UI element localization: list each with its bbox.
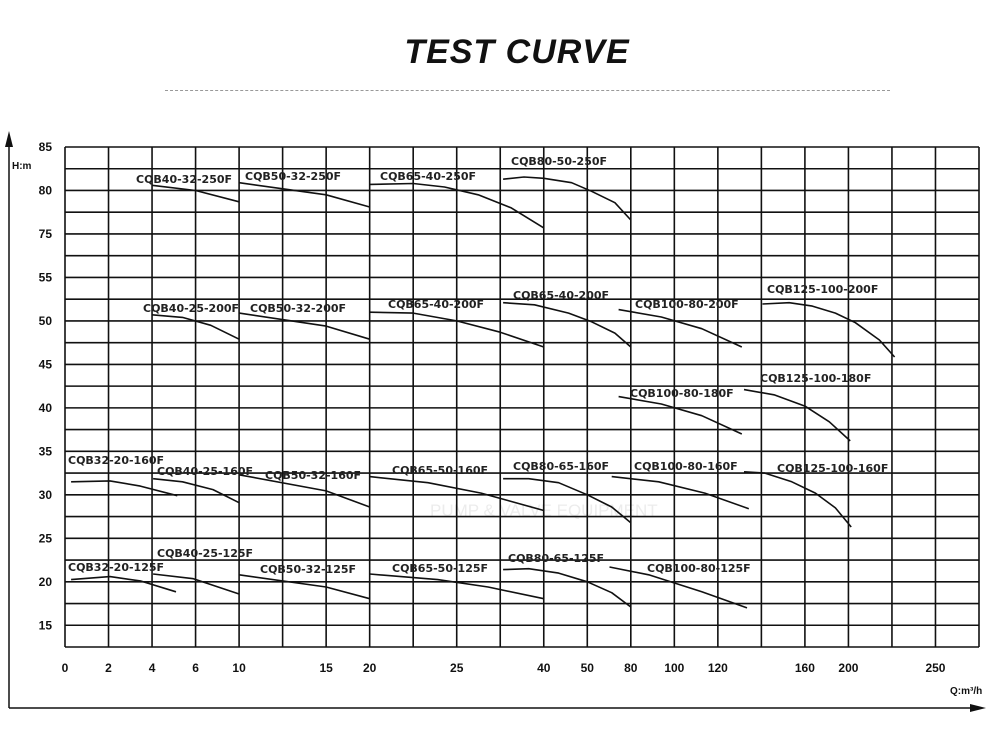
y-tick-label: 35 [39, 444, 53, 458]
x-tick-label: 2 [105, 661, 112, 675]
curve-cqb125-100-160f [743, 471, 852, 528]
y-tick-label: 75 [39, 227, 53, 241]
curve-label: CQB65-40-200F [513, 289, 609, 302]
curve-cqb50-32-160f [238, 474, 370, 508]
x-tick-label: 40 [537, 661, 551, 675]
curve-label: CQB65-50-125F [392, 562, 488, 575]
curve-label: CQB125-100-200F [767, 283, 878, 296]
curve-cqb100-80-200f [618, 308, 743, 348]
curve-label: CQB32-20-160F [68, 454, 164, 467]
curve-cqb65-40-200f [503, 301, 632, 348]
x-axis-arrow-icon [970, 704, 986, 712]
y-tick-label: 20 [39, 575, 53, 589]
curve-cqb50-32-250f [238, 181, 370, 208]
x-tick-label: 200 [838, 661, 858, 675]
curve-cqb100-80-125f [609, 566, 748, 609]
curve-label: CQB65-40-200F [388, 298, 484, 311]
x-tick-label: 0 [62, 661, 69, 675]
y-tick-label: 40 [39, 401, 53, 415]
curve-label: CQB40-25-160F [157, 465, 253, 478]
curve-cqb125-100-200f [762, 301, 896, 358]
curve-cqb65-40-250f [369, 182, 545, 229]
y-axis-label: H:m [12, 161, 32, 172]
x-tick-label: 80 [624, 661, 638, 675]
y-tick-label: 30 [39, 488, 53, 502]
curve-label: CQB40-25-200F [143, 302, 239, 315]
curve-cqb100-80-180f [618, 395, 743, 435]
curves [71, 176, 896, 609]
title-divider [165, 90, 890, 91]
curve-label: CQB32-20-125F [68, 561, 164, 574]
curve-cqb80-65-160f [503, 477, 632, 524]
curve-cqb100-80-160f [611, 475, 750, 510]
curve-cqb125-100-180f [743, 388, 851, 442]
curve-label: CQB125-100-180F [760, 372, 871, 385]
y-tick-label: 55 [39, 270, 53, 284]
curve-label: CQB100-80-180F [630, 387, 734, 400]
curve-cqb65-50-125f [369, 573, 544, 600]
curve-label: CQB100-80-200F [635, 298, 739, 311]
curve-cqb40-32-250f [151, 184, 240, 203]
curve-cqb65-50-160f [369, 475, 545, 512]
curve-cqb65-40-200f [369, 311, 545, 348]
curve-cqb50-32-125f [238, 574, 370, 600]
curve-label: CQB65-50-160F [392, 464, 488, 477]
y-tick-label: 80 [39, 183, 53, 197]
curve-label: CQB50-32-250F [245, 170, 341, 183]
curve-label: CQB125-100-160F [777, 462, 888, 475]
curve-cqb50-32-200f [238, 312, 370, 340]
curve-cqb80-65-125f [503, 567, 632, 608]
x-tick-label: 20 [363, 661, 377, 675]
x-tick-label: 25 [450, 661, 464, 675]
curve-label: CQB50-32-160F [265, 469, 361, 482]
y-tick-label: 15 [39, 618, 53, 632]
curve-cqb80-50-250f [503, 176, 632, 221]
curve-cqb40-25-160f [153, 477, 240, 504]
curve-label: CQB80-65-160F [513, 460, 609, 473]
x-tick-label: 250 [925, 661, 945, 675]
chart-title: TEST CURVE [404, 33, 630, 71]
curve-labels: CQB40-32-250F CQB50-32-250F CQB65-40-250F C… [68, 155, 888, 576]
y-tick-label: 85 [39, 140, 53, 154]
curve-label: CQB50-32-200F [250, 302, 346, 315]
curve-label: CQB100-80-125F [647, 562, 751, 575]
grid [64, 146, 980, 648]
curve-cqb32-20-125f [71, 575, 177, 593]
curve-label: CQB50-32-125F [260, 563, 356, 576]
x-tick-label: 120 [708, 661, 728, 675]
curve-label: CQB80-65-125F [508, 552, 604, 565]
curve-label: CQB40-32-250F [136, 173, 232, 186]
y-axis-arrow-icon [5, 131, 13, 147]
x-tick-label: 50 [581, 661, 595, 675]
y-tick-label: 25 [39, 531, 53, 545]
x-tick-label: 6 [192, 661, 199, 675]
x-tick-label: 160 [795, 661, 815, 675]
x-tick-label: 100 [664, 661, 684, 675]
curve-cqb32-20-160f [71, 480, 178, 497]
curve-label: CQB40-25-125F [157, 547, 253, 560]
curve-cqb40-25-125f [153, 573, 240, 595]
y-tick-label: 45 [39, 357, 53, 371]
x-tick-label: 10 [232, 661, 246, 675]
curve-cqb40-25-200f [151, 314, 240, 340]
curve-label: CQB100-80-160F [634, 460, 738, 473]
x-axis-label: Q:m³/h [950, 686, 982, 697]
x-tick-label: 4 [149, 661, 156, 675]
x-tick-label: 15 [319, 661, 333, 675]
curve-label: CQB80-50-250F [511, 155, 607, 168]
y-tick-label: 50 [39, 314, 53, 328]
curve-label: CQB65-40-250F [380, 170, 476, 183]
tick-labels: 0 2 4 6 10 15 20 25 40 50 80 100 120 160 200 250 85 80 75 5… [39, 140, 946, 675]
